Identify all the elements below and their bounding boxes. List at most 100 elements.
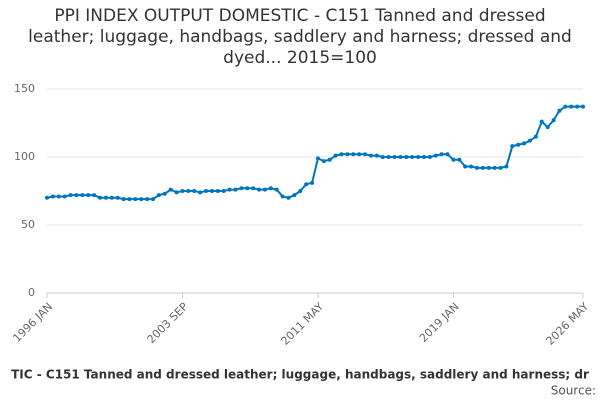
- point: [357, 152, 362, 157]
- point: [457, 157, 462, 162]
- point: [486, 165, 491, 170]
- y-tick-label: 150: [14, 82, 35, 95]
- point: [439, 152, 444, 157]
- point: [50, 194, 55, 199]
- point: [274, 187, 279, 192]
- point: [416, 155, 421, 159]
- point: [404, 155, 409, 159]
- point: [480, 165, 485, 170]
- point: [575, 104, 580, 109]
- point: [109, 195, 114, 200]
- point: [557, 108, 562, 113]
- point: [498, 165, 503, 170]
- point: [427, 155, 432, 159]
- point: [386, 155, 391, 159]
- point: [351, 152, 356, 157]
- point: [162, 191, 167, 196]
- x-tick-label: 2026 MAY: [544, 300, 592, 348]
- line: [46, 105, 583, 201]
- point: [363, 152, 368, 157]
- point: [92, 193, 97, 198]
- legend-text: TIC - C151 Tanned and dressed leather; l…: [11, 368, 589, 382]
- point: [451, 157, 456, 162]
- point: [145, 197, 150, 202]
- point: [516, 142, 521, 147]
- point: [121, 197, 126, 202]
- point: [262, 187, 267, 192]
- point: [239, 186, 244, 191]
- point: [215, 189, 220, 193]
- point: [510, 144, 515, 149]
- x-tick-label: 2019 JAN: [417, 300, 462, 345]
- point: [380, 155, 385, 159]
- point: [180, 189, 185, 193]
- point: [62, 194, 67, 199]
- point: [198, 190, 203, 195]
- point: [545, 125, 550, 130]
- point: [292, 193, 297, 198]
- point: [221, 189, 226, 193]
- point: [127, 197, 132, 202]
- point: [233, 187, 238, 192]
- point: [56, 194, 61, 199]
- point: [151, 197, 156, 202]
- point: [80, 193, 85, 198]
- point: [298, 189, 303, 193]
- point: [45, 195, 49, 200]
- point: [469, 164, 474, 169]
- x-tick-label: 2003 SEP: [145, 300, 191, 346]
- point: [209, 189, 214, 193]
- point: [392, 155, 397, 159]
- point: [251, 186, 256, 191]
- point: [533, 134, 538, 139]
- point: [168, 187, 173, 192]
- point: [421, 155, 426, 159]
- point: [280, 194, 285, 199]
- point: [539, 119, 544, 124]
- point: [339, 152, 344, 157]
- point: [268, 186, 273, 191]
- x-tick-label: 1996 JAN: [10, 300, 55, 345]
- point: [204, 189, 209, 193]
- point: [474, 165, 479, 170]
- point: [463, 164, 468, 169]
- point: [368, 153, 373, 158]
- point: [286, 195, 291, 200]
- point: [504, 164, 509, 169]
- source: Source:: [551, 384, 596, 398]
- point: [315, 156, 320, 161]
- point: [186, 189, 191, 193]
- point: [257, 187, 262, 192]
- point: [68, 193, 73, 198]
- point: [227, 187, 232, 192]
- point: [103, 195, 108, 200]
- point: [333, 153, 338, 158]
- point: [86, 193, 91, 198]
- point: [581, 104, 585, 109]
- chart-title: PPI INDEX OUTPUT DOMESTIC - C151 Tanned …: [28, 6, 572, 68]
- point: [310, 180, 315, 185]
- point: [433, 153, 438, 158]
- point: [398, 155, 403, 159]
- point: [174, 190, 179, 195]
- point: [563, 104, 568, 109]
- point: [345, 152, 350, 157]
- point: [139, 197, 144, 202]
- x-tick-label: 2011 MAY: [279, 300, 327, 348]
- point: [374, 153, 379, 158]
- point: [321, 159, 326, 164]
- point: [522, 141, 527, 146]
- y-tick-label: 100: [14, 150, 35, 163]
- point: [115, 195, 120, 200]
- point: [133, 197, 138, 202]
- point: [410, 155, 415, 159]
- point: [245, 186, 250, 191]
- point: [327, 157, 332, 162]
- point: [74, 193, 79, 198]
- point: [569, 104, 574, 109]
- point: [492, 165, 497, 170]
- point: [98, 195, 103, 200]
- point: [551, 118, 556, 123]
